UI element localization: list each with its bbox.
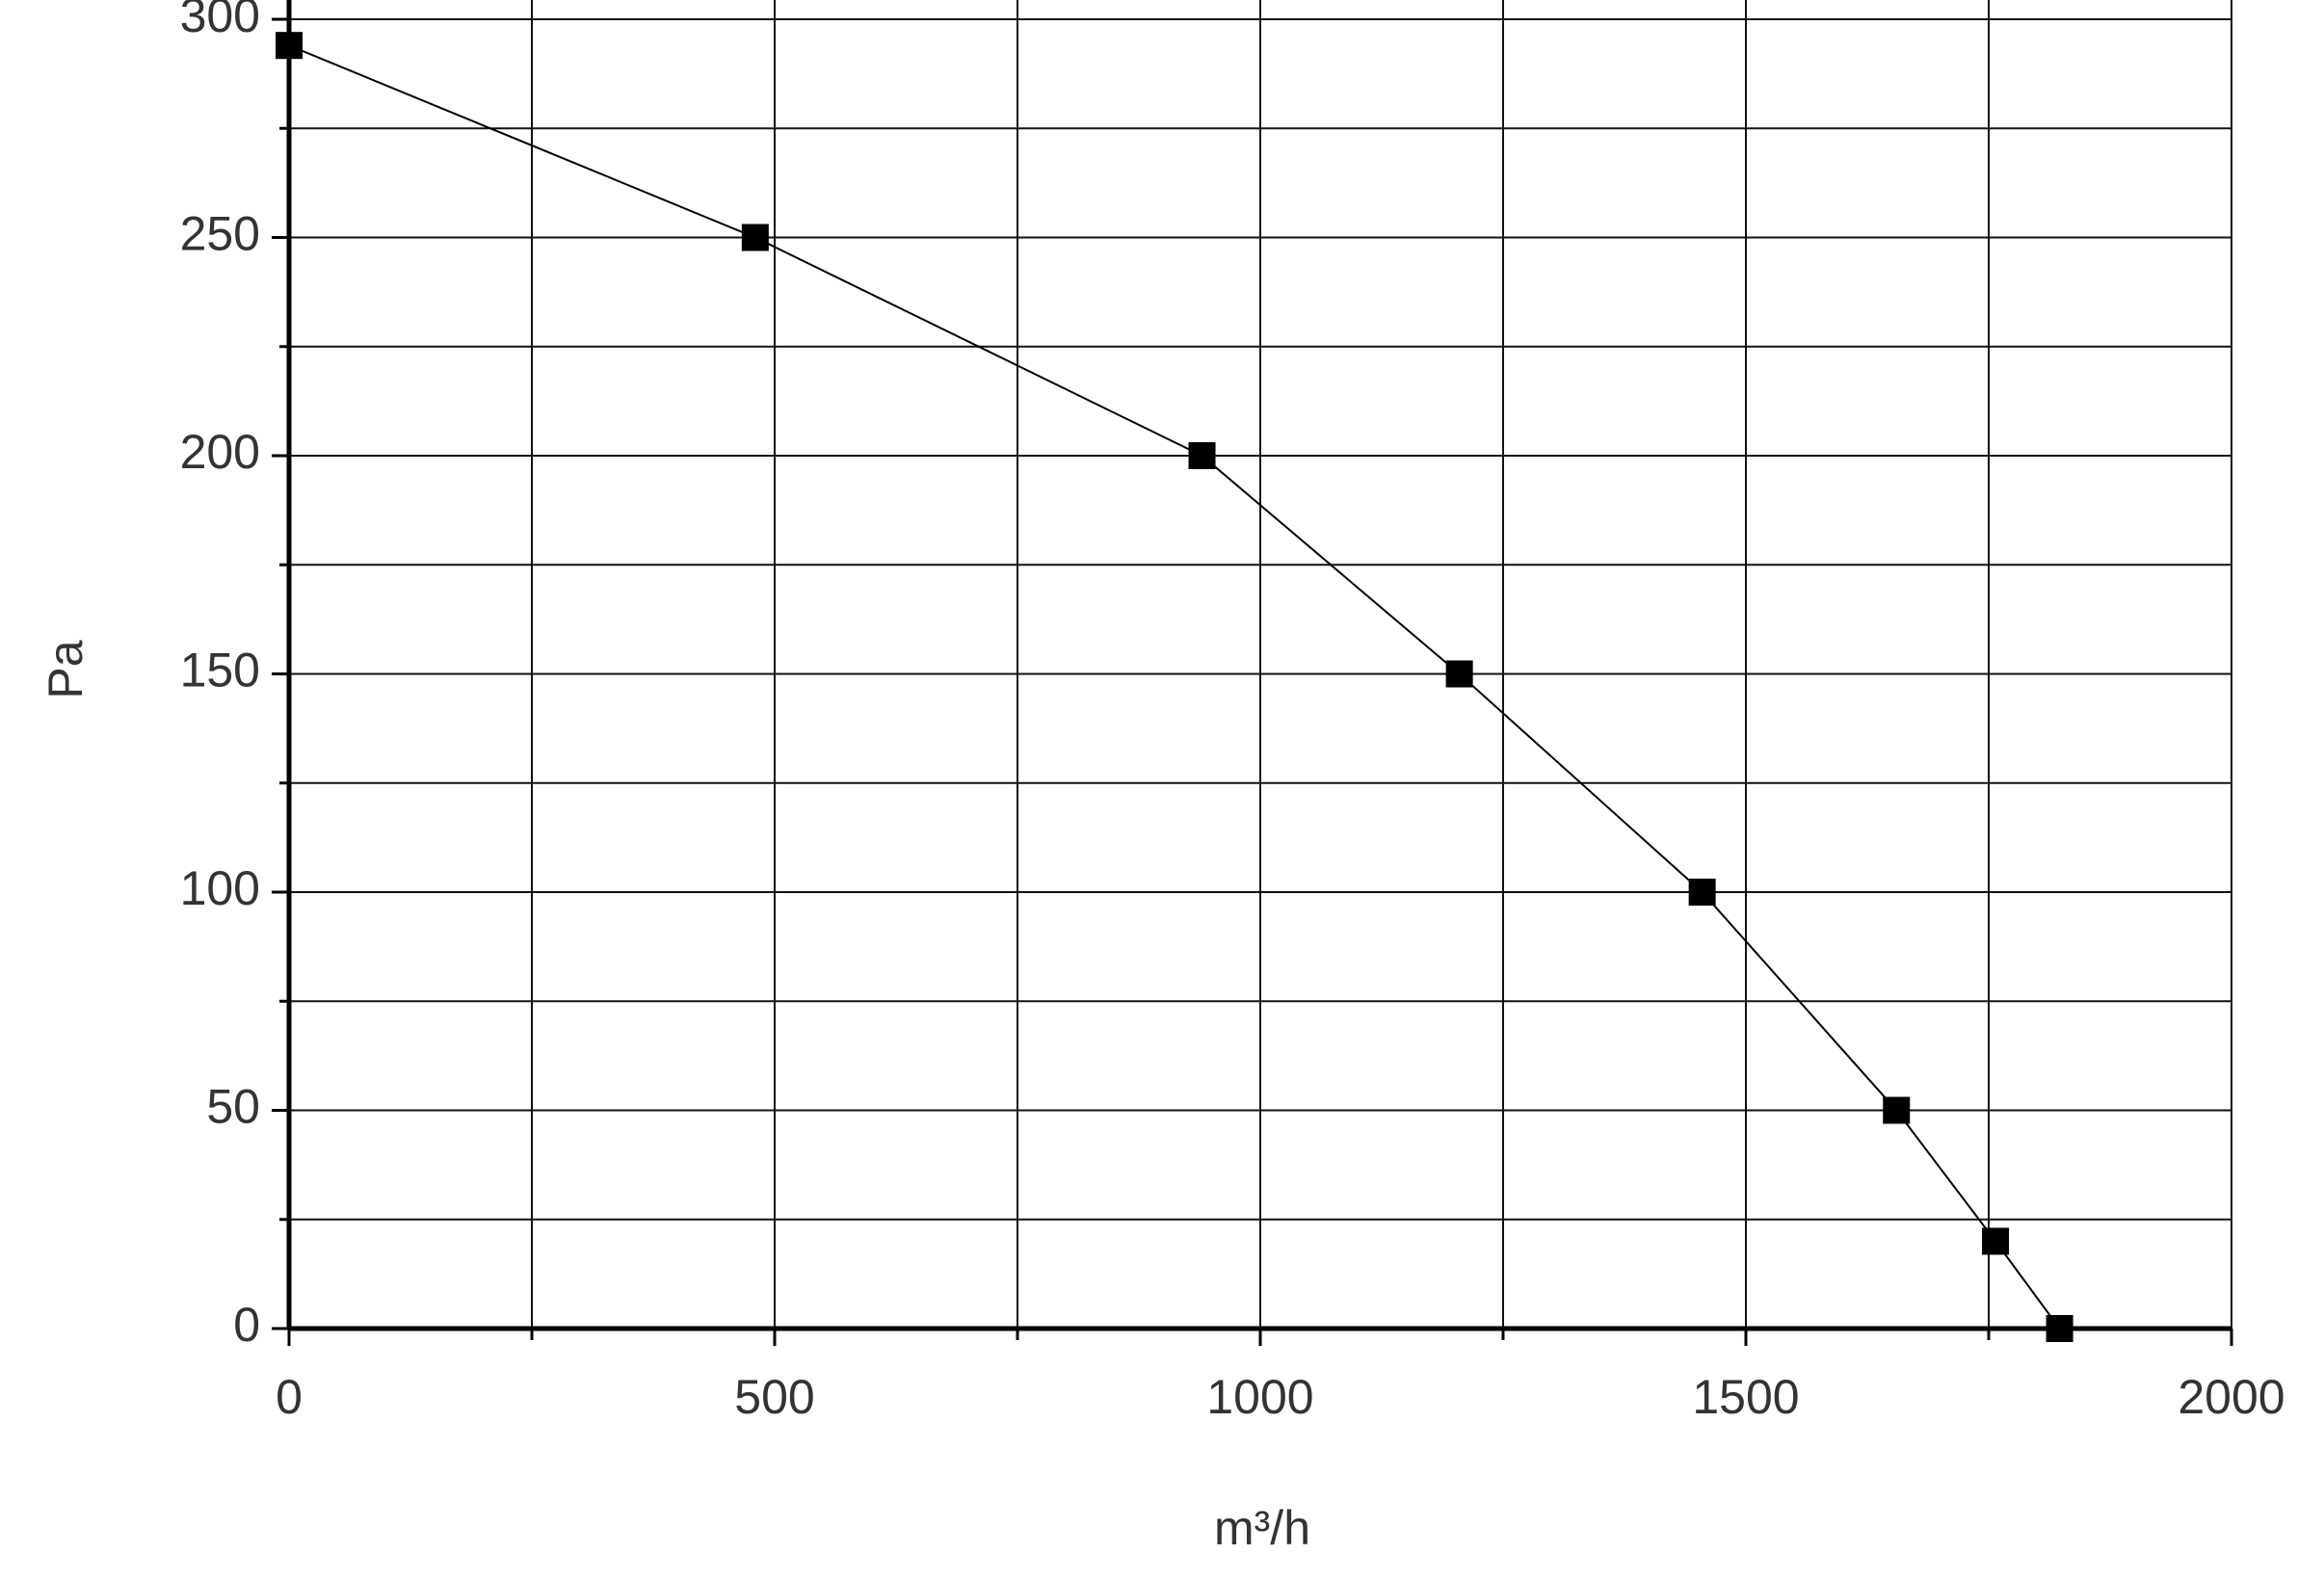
data-point [1982, 1227, 2010, 1255]
y-tick-label: 200 [180, 425, 260, 479]
x-tick-label: 500 [734, 1370, 814, 1424]
data-point [2046, 1315, 2073, 1342]
data-point [1188, 442, 1216, 469]
y-tick-label: 150 [180, 644, 260, 698]
y-axis-label: Pa [39, 640, 92, 698]
data-point [1688, 879, 1716, 906]
data-line [288, 44, 2061, 1330]
x-tick-label: 0 [276, 1370, 303, 1424]
x-tick-label: 1500 [1692, 1370, 1799, 1424]
data-point [1445, 660, 1473, 688]
x-axis-label: m³/h [1214, 1501, 1310, 1555]
y-tick-label: 50 [206, 1080, 260, 1134]
y-tick-label: 0 [233, 1298, 260, 1352]
x-tick-label: 2000 [2178, 1370, 2284, 1424]
x-tick-label: 1000 [1206, 1370, 1313, 1424]
y-tick-label: 300 [180, 0, 260, 42]
y-tick-label: 250 [180, 207, 260, 261]
data-point [276, 32, 303, 60]
data-point [1883, 1096, 1911, 1124]
y-tick-label: 100 [180, 861, 260, 915]
data-point [741, 224, 769, 251]
